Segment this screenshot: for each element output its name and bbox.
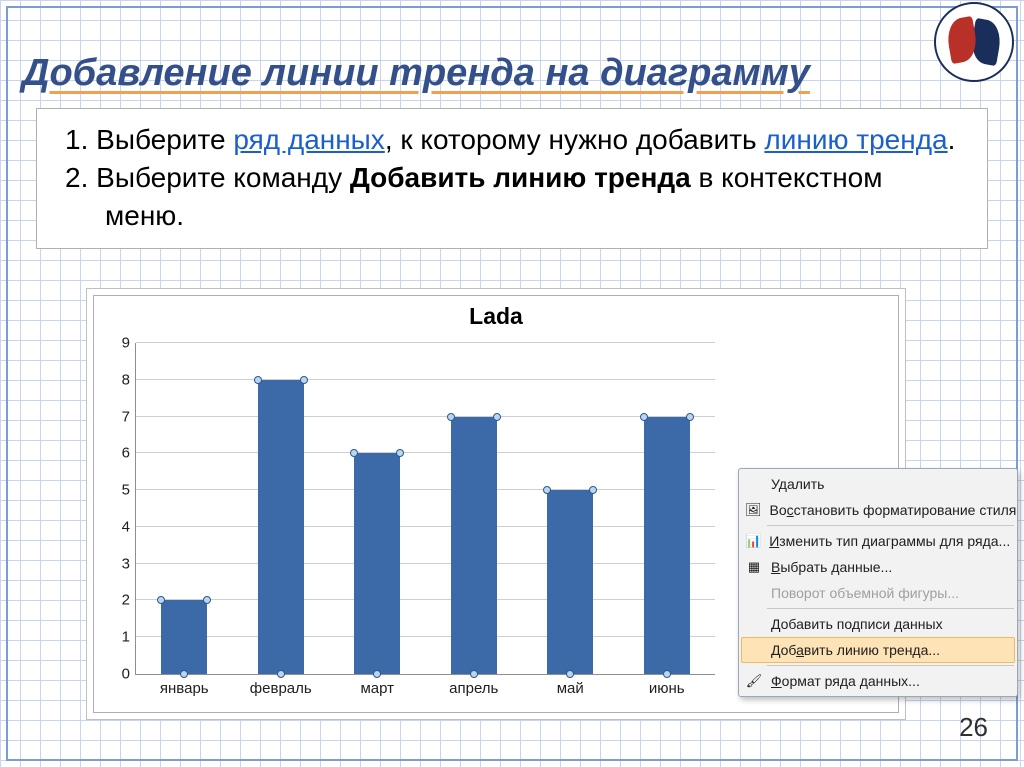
x-tick-label: январь: [160, 680, 209, 697]
text: .: [948, 124, 956, 155]
gridline: [136, 452, 715, 453]
data-series-link[interactable]: ряд данных: [233, 124, 385, 155]
selection-marker: [396, 449, 404, 457]
select-data-icon: ▦: [745, 558, 763, 576]
y-tick-label: 5: [122, 482, 130, 499]
y-tick-label: 3: [122, 555, 130, 572]
chart-title: Lada: [87, 303, 905, 330]
menu-icon-empty: [745, 615, 763, 633]
selection-marker: [447, 413, 455, 421]
selection-marker: [254, 376, 262, 384]
menu-item[interactable]: 📊 Изменить тип диаграммы для ряда...: [741, 528, 1015, 554]
chart-bar[interactable]: [451, 417, 497, 674]
y-tick-label: 0: [122, 666, 130, 683]
y-tick-label: 6: [122, 445, 130, 462]
trendline-link[interactable]: линию тренда: [764, 124, 947, 155]
y-tick-label: 7: [122, 408, 130, 425]
instruction-box: Выберите ряд данных, к которому нужно до…: [36, 108, 988, 249]
x-tick-label: апрель: [449, 680, 498, 697]
slide-title: Добавление линии тренда на диаграмму: [22, 52, 1002, 95]
chart-bar[interactable]: [547, 490, 593, 674]
menu-item[interactable]: ▦ Выбрать данные...: [741, 554, 1015, 580]
format-icon: 🖌: [745, 672, 763, 690]
menu-item[interactable]: Удалить: [741, 471, 1015, 497]
gridline: [136, 563, 715, 564]
menu-item[interactable]: 🖼 Восстановить форматирование стиля: [741, 497, 1015, 523]
selection-marker: [203, 596, 211, 604]
y-tick-label: 8: [122, 371, 130, 388]
menu-item: Поворот объемной фигуры...: [741, 580, 1015, 606]
menu-item-label: Поворот объемной фигуры...: [771, 585, 959, 601]
text: Выберите: [96, 124, 233, 155]
menu-item-label: Изменить тип диаграммы для ряда...: [769, 533, 1010, 549]
menu-item-label: Формат ряда данных...: [771, 673, 920, 689]
gridline: [136, 342, 715, 343]
selection-marker: [277, 670, 285, 678]
chart-bar[interactable]: [354, 453, 400, 674]
selection-marker: [373, 670, 381, 678]
menu-separator: [767, 525, 1014, 526]
chart-plot-area[interactable]: 0123456789январьфевральмартапрельмайиюнь: [135, 343, 715, 675]
x-tick-label: июнь: [649, 680, 685, 697]
page-number: 26: [959, 712, 988, 743]
chart-bar[interactable]: [644, 417, 690, 674]
chart-type-icon: 📊: [745, 532, 761, 550]
menu-item[interactable]: Добавить подписи данных: [741, 611, 1015, 637]
menu-separator: [767, 665, 1014, 666]
y-tick-label: 2: [122, 592, 130, 609]
menu-icon-empty: [745, 584, 763, 602]
gridline: [136, 636, 715, 637]
y-tick-label: 4: [122, 518, 130, 535]
text: , к которому нужно добавить: [385, 124, 765, 155]
x-tick-label: март: [360, 680, 394, 697]
gridline: [136, 379, 715, 380]
selection-marker: [640, 413, 648, 421]
menu-separator: [767, 608, 1014, 609]
menu-icon-empty: [745, 641, 763, 659]
menu-item[interactable]: Добавить линию тренда...: [741, 637, 1015, 663]
y-tick-label: 1: [122, 629, 130, 646]
chart-bar[interactable]: [161, 600, 207, 674]
selection-marker: [566, 670, 574, 678]
menu-item-label: Добавить подписи данных: [771, 616, 943, 632]
gridline: [136, 526, 715, 527]
menu-item-label: Восстановить форматирование стиля: [770, 502, 1017, 518]
command-name: Добавить линию тренда: [350, 162, 691, 193]
menu-item-label: Выбрать данные...: [771, 559, 892, 575]
selection-marker: [686, 413, 694, 421]
x-tick-label: февраль: [250, 680, 312, 697]
gridline: [136, 416, 715, 417]
selection-marker: [157, 596, 165, 604]
selection-marker: [470, 670, 478, 678]
gridline: [136, 489, 715, 490]
selection-marker: [350, 449, 358, 457]
x-tick-label: май: [557, 680, 584, 697]
context-menu[interactable]: Удалить 🖼 Восстановить форматирование стил…: [738, 468, 1018, 697]
instruction-item-2: Выберите команду Добавить линию тренда в…: [87, 159, 969, 235]
text: Выберите команду: [96, 162, 350, 193]
gridline: [136, 599, 715, 600]
selection-marker: [663, 670, 671, 678]
menu-item[interactable]: 🖌 Формат ряда данных...: [741, 668, 1015, 694]
menu-item-label: Добавить линию тренда...: [771, 642, 940, 658]
selection-marker: [589, 486, 597, 494]
reset-icon: 🖼: [745, 501, 762, 519]
selection-marker: [300, 376, 308, 384]
menu-icon-empty: [745, 475, 763, 493]
instruction-item-1: Выберите ряд данных, к которому нужно до…: [87, 121, 969, 159]
selection-marker: [543, 486, 551, 494]
y-tick-label: 9: [122, 335, 130, 352]
selection-marker: [493, 413, 501, 421]
chart-bar[interactable]: [258, 380, 304, 674]
menu-item-label: Удалить: [771, 476, 824, 492]
selection-marker: [180, 670, 188, 678]
